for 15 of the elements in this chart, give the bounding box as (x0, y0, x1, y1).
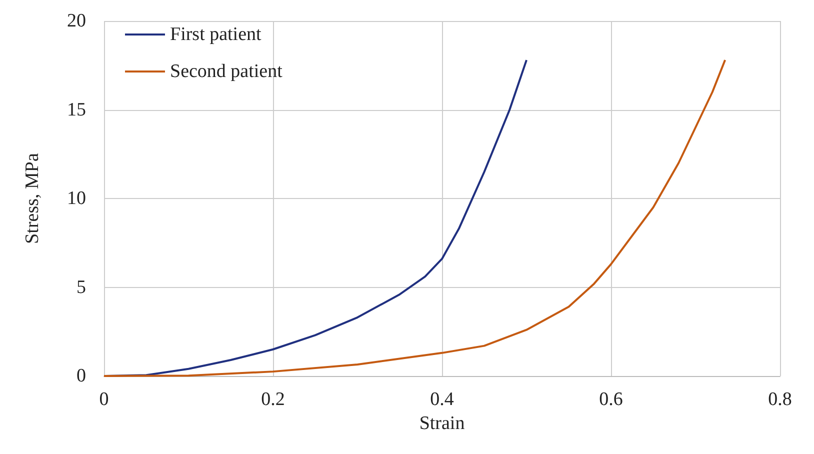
legend-label: First patient (170, 24, 262, 45)
x-axis-title: Strain (419, 413, 466, 434)
y-tick-label: 0 (76, 366, 86, 386)
y-tick-label: 5 (76, 276, 86, 298)
x-tick-label: 0.6 (599, 389, 623, 410)
y-tick-label: 10 (67, 188, 86, 209)
x-tick-label: 0.4 (430, 389, 454, 410)
x-tick-label: 0.8 (768, 389, 792, 410)
y-tick-label: 20 (67, 10, 86, 32)
y-axis-title: Stress, MPa (22, 152, 43, 244)
y-tick-label: 15 (67, 99, 86, 120)
x-tick-label: 0 (99, 389, 109, 410)
line-series (103, 59, 726, 377)
x-tick-label: 0.2 (261, 389, 285, 410)
legend-label: Second patient (170, 61, 284, 82)
